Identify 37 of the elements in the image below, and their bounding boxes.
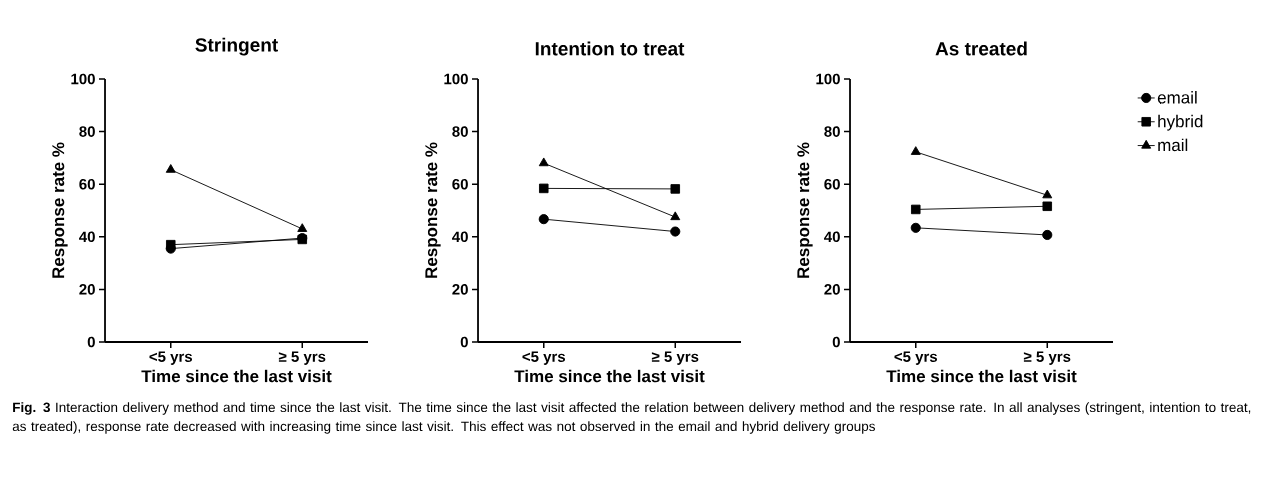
y-tick-label: 20	[79, 284, 95, 295]
y-tick-label: 100	[71, 73, 95, 85]
x-tick-label: <5 yrs	[149, 351, 193, 365]
y-axis-title: Response rate %	[425, 142, 441, 278]
legend-label: mail	[1158, 138, 1188, 152]
y-tick-label: 100	[444, 73, 468, 85]
y-axis-title: Response rate %	[52, 142, 68, 278]
x-tick-label: ≥ 5 yrs	[1023, 351, 1071, 365]
y-tick-label: 40	[452, 231, 468, 243]
y-tick-label: 60	[824, 178, 840, 190]
y-tick-label: 40	[79, 231, 95, 243]
x-axis-title: Time since the last visit	[886, 369, 1077, 383]
legend-label: email	[1157, 91, 1197, 104]
x-axis-title: Time since the last visit	[141, 369, 332, 383]
y-tick-label: 20	[824, 284, 840, 295]
y-tick-label: 80	[79, 126, 95, 137]
y-tick-label: 0	[460, 336, 468, 348]
y-tick-label: 80	[824, 126, 840, 137]
x-tick-label: <5 yrs	[522, 351, 566, 365]
y-tick-label: 60	[79, 178, 95, 190]
legend-label: hybrid	[1158, 114, 1203, 131]
y-tick-label: 60	[452, 178, 468, 190]
x-axis-title: Time since the last visit	[514, 369, 705, 383]
x-tick-label: ≥ 5 yrs	[278, 351, 326, 365]
y-tick-label: 100	[816, 73, 840, 85]
chart-title: Intention to treat	[535, 41, 685, 56]
text: Fig. 3 Interaction delivery method and time since the last visit. The time since the last visit affected the relation between delivery method and the response rate. In all analyses (stringent, intention to treat, as treated), response rate decreased with increasing time since last visit. This effect was not observed in the email and hybrid delivery groups	[12, 402, 1251, 434]
y-axis-title: Response rate %	[797, 142, 813, 278]
x-tick-label: <5 yrs	[894, 351, 938, 365]
y-tick-label: 0	[832, 336, 840, 348]
y-tick-label: 20	[452, 284, 468, 295]
chart-title: As treated	[935, 41, 1027, 56]
y-tick-label: 40	[824, 231, 840, 243]
x-tick-label: ≥ 5 yrs	[651, 351, 699, 365]
y-tick-label: 80	[452, 126, 468, 137]
y-tick-label: 0	[87, 336, 95, 348]
chart-title: Stringent	[195, 37, 278, 56]
